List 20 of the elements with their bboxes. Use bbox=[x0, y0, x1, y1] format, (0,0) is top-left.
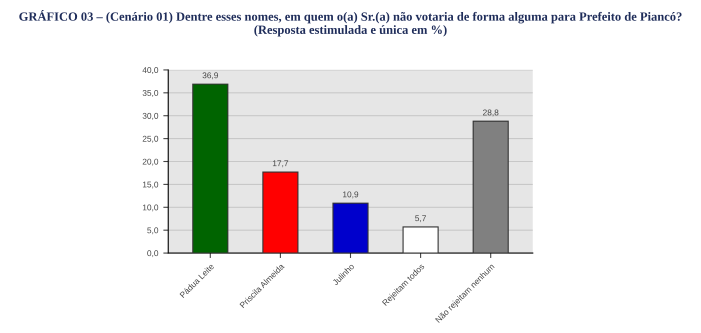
bar bbox=[192, 84, 228, 254]
data-label: 5,7 bbox=[415, 215, 426, 222]
bar bbox=[472, 120, 509, 254]
chart-title: GRÁFICO 03 – (Cenário 01) Dentre esses nomes, em quem o(a) Sr.(a) não votaria de forma alguma para Prefeito de Piancó? (Resposta estimulada e única em %) bbox=[19, 10, 682, 37]
bar bbox=[402, 226, 439, 254]
y-tick-label: 35,0 bbox=[142, 90, 158, 97]
y-tick-label: 10,0 bbox=[142, 204, 158, 212]
y-tick-label: 15,0 bbox=[142, 182, 158, 188]
data-label: 28,8 bbox=[483, 109, 498, 116]
y-tick-label: 30,0 bbox=[142, 112, 158, 120]
y-tick-label: 0,0 bbox=[147, 250, 158, 258]
y-tick-label: 25,0 bbox=[142, 136, 158, 143]
bar bbox=[332, 202, 369, 254]
y-tick-label: 5,0 bbox=[147, 227, 158, 234]
data-label: 36,9 bbox=[202, 72, 218, 80]
y-tick-label: 20,0 bbox=[142, 158, 158, 166]
data-label: 10,9 bbox=[343, 191, 358, 198]
y-tick-label: 40,0 bbox=[142, 67, 158, 74]
data-label: 17,7 bbox=[272, 160, 288, 168]
bar bbox=[262, 171, 298, 254]
